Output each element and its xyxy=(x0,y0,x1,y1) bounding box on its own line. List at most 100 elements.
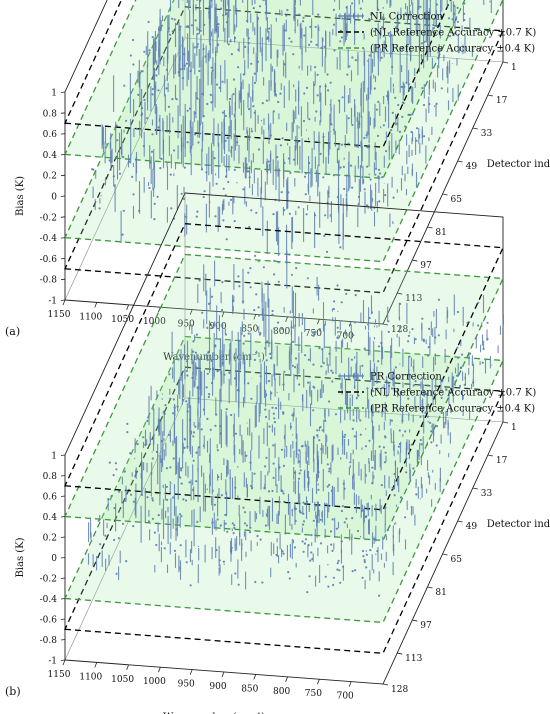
bias-point xyxy=(135,127,139,130)
y-tick xyxy=(487,454,493,457)
bias-point xyxy=(355,397,358,400)
bias-point xyxy=(286,9,289,12)
bias-point xyxy=(453,4,456,7)
bias-point xyxy=(144,443,147,446)
x-tick-label: 950 xyxy=(178,320,195,330)
bias-point xyxy=(176,405,179,408)
bias-point xyxy=(277,100,280,104)
bias-point xyxy=(271,313,274,316)
bias-point xyxy=(281,327,284,330)
bias-point xyxy=(282,383,285,386)
bias-point xyxy=(256,60,259,63)
z-tick xyxy=(60,639,66,641)
bias-point xyxy=(294,366,297,369)
bias-point xyxy=(449,35,452,38)
bias-point xyxy=(359,419,362,422)
bias-point xyxy=(230,546,233,549)
bias-point xyxy=(185,400,188,403)
bias-point xyxy=(194,112,197,115)
bias-point xyxy=(230,146,233,149)
bias-point xyxy=(320,448,323,451)
panel-label: (a) xyxy=(5,325,20,338)
z-tick xyxy=(60,195,66,197)
bias-point xyxy=(345,517,348,520)
bias-point xyxy=(281,550,284,553)
bias-point xyxy=(215,182,218,185)
bias-point xyxy=(343,331,346,334)
bias-point xyxy=(273,327,276,330)
bias-point xyxy=(289,425,292,429)
bias-point xyxy=(304,354,307,357)
bias-point xyxy=(304,172,307,175)
bias-point xyxy=(463,383,466,386)
bias-point xyxy=(130,493,133,496)
bias-point xyxy=(349,461,352,464)
bias-point xyxy=(224,513,227,516)
bias-point xyxy=(333,300,336,303)
y-tick xyxy=(427,586,433,589)
panel-label: (b) xyxy=(5,685,21,698)
bias-point xyxy=(265,99,268,102)
bias-point xyxy=(271,309,274,313)
z-tick xyxy=(60,91,66,93)
bias-point xyxy=(317,471,320,474)
bias-point xyxy=(206,358,209,362)
bias-point xyxy=(128,160,131,163)
bias-point xyxy=(283,209,286,212)
z-tick-label: 1 xyxy=(51,89,57,99)
bias-point xyxy=(197,397,200,400)
bias-point xyxy=(206,102,209,106)
bias-point xyxy=(353,321,356,324)
bias-point xyxy=(294,507,297,510)
bias-point xyxy=(342,565,345,568)
bias-point xyxy=(330,123,333,126)
bias-point xyxy=(457,356,460,359)
bias-point xyxy=(456,20,459,23)
bias-point xyxy=(218,559,221,562)
bias-point xyxy=(362,181,365,184)
bias-point xyxy=(285,14,288,17)
z-tick xyxy=(60,659,66,661)
bias-point xyxy=(222,219,225,222)
bias-point xyxy=(332,583,335,587)
bias-point xyxy=(403,85,406,88)
bias-point xyxy=(175,528,178,531)
panel-b: 1 0.8 0.6 0.4 0.2 0 -0.2 -0.4 -0.6 -0.8 -1 Bias (K)… xyxy=(5,192,550,714)
bias-point xyxy=(186,141,189,144)
bias-point xyxy=(149,161,152,164)
bias-point xyxy=(365,134,368,137)
bias-point xyxy=(231,299,234,302)
bias-point xyxy=(247,382,250,385)
bias-point xyxy=(298,383,301,386)
bias-point xyxy=(401,419,404,422)
bias-point xyxy=(183,53,186,56)
z-tick xyxy=(60,618,66,620)
bias-point xyxy=(244,45,247,49)
bias-point xyxy=(264,347,267,350)
x-tick-label: 1050 xyxy=(111,675,134,685)
bias-point xyxy=(430,441,433,444)
bias-point xyxy=(390,387,393,390)
bias-point xyxy=(151,133,154,136)
bias-point xyxy=(282,412,285,415)
x-tick xyxy=(62,659,66,666)
bias-point xyxy=(247,332,250,335)
bias-point xyxy=(261,102,264,105)
bias-point xyxy=(267,490,271,493)
bias-point xyxy=(381,16,384,19)
bias-point xyxy=(157,514,160,517)
bias-point xyxy=(412,384,415,387)
bias-point xyxy=(257,148,261,151)
bias-point xyxy=(366,387,369,390)
legend-label: (PR Reference Accuracy ±0.4 K) xyxy=(370,44,535,55)
bias-point xyxy=(451,18,454,21)
bias-point xyxy=(424,411,427,414)
bias-point xyxy=(302,16,305,19)
bias-point xyxy=(445,388,448,391)
bias-point xyxy=(391,111,394,114)
bias-point xyxy=(347,142,350,145)
x-tick xyxy=(253,314,257,320)
bias-point xyxy=(242,342,245,345)
bias-point xyxy=(114,462,117,465)
bias-point xyxy=(122,156,125,159)
